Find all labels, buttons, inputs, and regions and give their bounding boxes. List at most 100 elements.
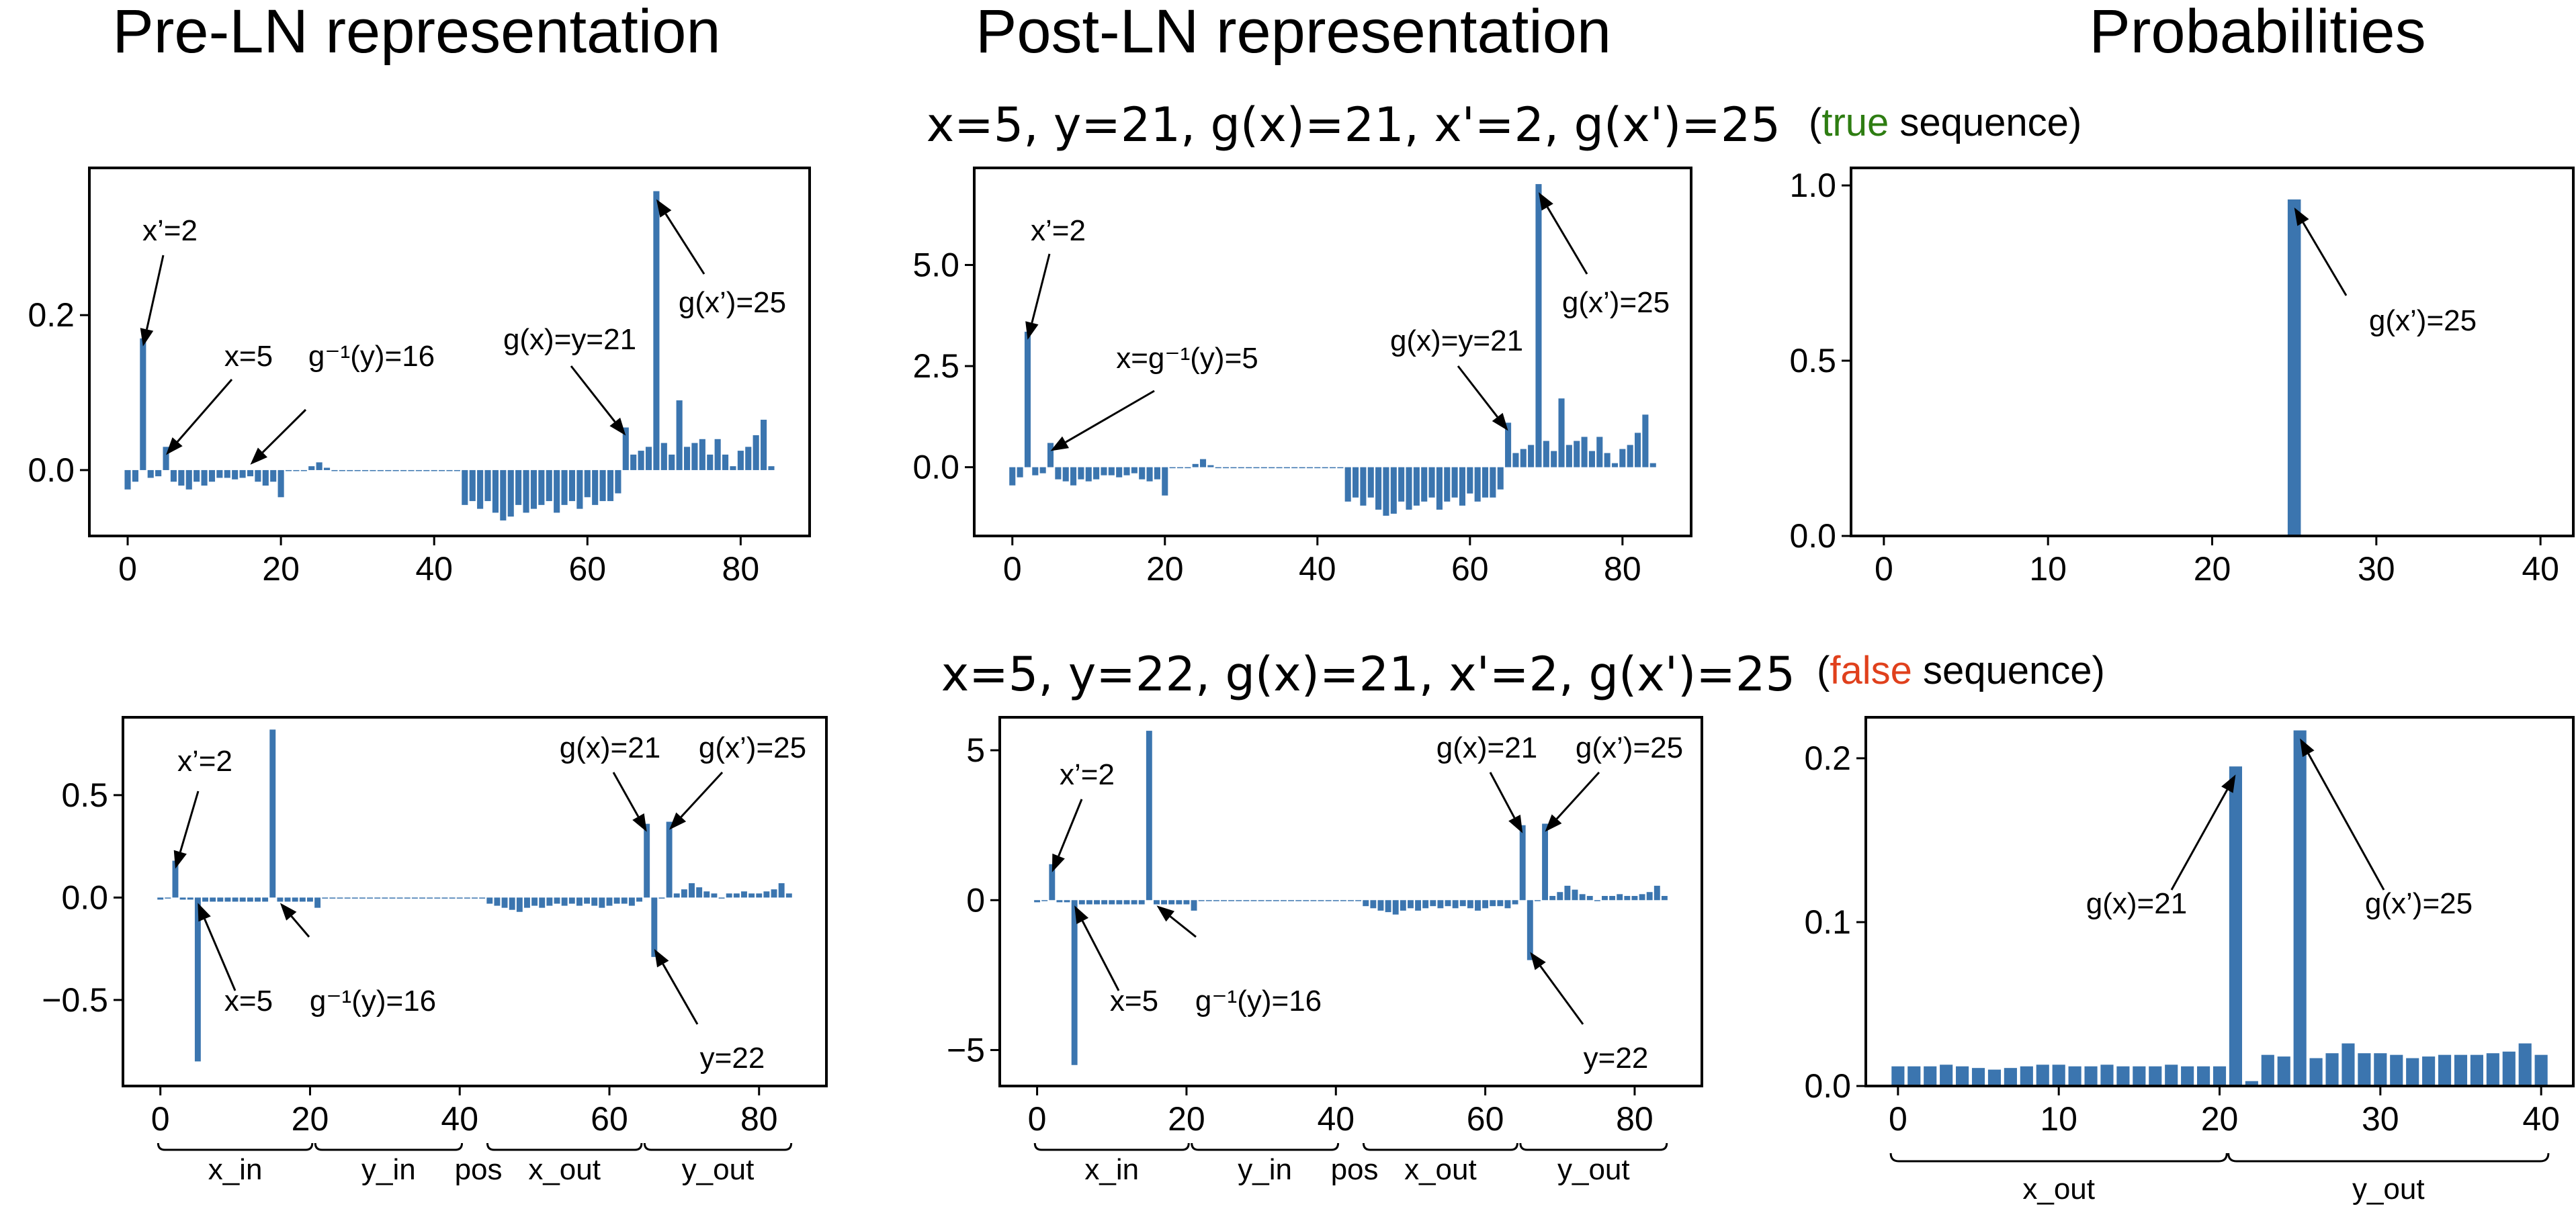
group-label-x-out: x_out [1404, 1153, 1477, 1186]
bar [1192, 463, 1199, 467]
annotation-arrow-line [177, 379, 233, 443]
bar [1146, 467, 1153, 482]
annotation-arrow-head [1545, 814, 1562, 832]
bar [1564, 885, 1571, 901]
bar [592, 469, 599, 505]
annotation-arrow-line [261, 408, 307, 453]
annotation-arrow-line [1489, 772, 1516, 819]
bar [1303, 900, 1310, 901]
bar [1276, 467, 1283, 469]
bar [669, 454, 675, 470]
x-tick-label: 0 [1003, 550, 1022, 588]
bar [753, 435, 759, 470]
bar [561, 897, 568, 906]
bar [285, 469, 292, 471]
bar [1383, 467, 1389, 516]
bar [2084, 1066, 2098, 1086]
bar [269, 729, 276, 898]
bar [354, 469, 361, 471]
bar [1283, 467, 1290, 469]
group-label-y-out: y_out [682, 1153, 755, 1186]
bar [359, 897, 366, 899]
x-tick-label: 20 [2201, 1100, 2239, 1138]
y-tick-label: 0.0 [61, 878, 108, 916]
bar [681, 889, 687, 898]
bar [1444, 467, 1451, 502]
bar [494, 897, 501, 906]
x-tick-label: 80 [1616, 1100, 1654, 1138]
bar [1557, 892, 1563, 901]
annotation-arrow-line [2302, 222, 2348, 296]
bar [382, 897, 388, 899]
bar [1070, 467, 1077, 486]
bar [1009, 467, 1016, 486]
false-label-word: false [1830, 649, 1912, 692]
bar [216, 469, 223, 478]
bar [1413, 467, 1420, 506]
bar [1520, 449, 1527, 467]
annotation-arrow-line [146, 255, 165, 330]
bar [347, 469, 353, 471]
bar [1039, 467, 1046, 473]
bar [2293, 730, 2307, 1086]
annotation-arrow-line [612, 772, 640, 817]
bar [472, 897, 478, 899]
bar [1392, 900, 1399, 915]
bar [1146, 731, 1152, 901]
annotation-arrow-line [1457, 365, 1498, 418]
annotation-label: g(x’)=25 [679, 286, 786, 319]
annotation-label: g(x)=21 [2086, 887, 2187, 920]
bar [308, 466, 315, 470]
bar [307, 897, 313, 902]
bar [1161, 900, 1168, 905]
bar [546, 897, 553, 906]
annotation-label: g(x)=y=21 [1390, 324, 1523, 357]
true-label-word: true [1821, 101, 1889, 144]
bar [756, 893, 763, 898]
sequence-true: x=5, y=21, g(x)=21, x'=2, g(x')=25 [927, 97, 1780, 152]
bar [1205, 900, 1212, 901]
bar [2277, 1056, 2290, 1086]
bar [696, 887, 703, 898]
annotation-arrow-head [1530, 952, 1546, 970]
annotation-arrow-head [1074, 905, 1089, 924]
bar [1940, 1065, 1953, 1086]
annotation-arrow-head [140, 328, 154, 347]
x-group-braces-pre-ln: x_in y_in pos x_out y_out [157, 1142, 793, 1186]
annotation-arrow-head [2294, 207, 2309, 226]
annotation-arrow-line [1546, 206, 1588, 275]
bar [1154, 467, 1160, 480]
bar [1579, 894, 1586, 901]
column-title-pre-ln: Pre-LN representation [112, 0, 720, 66]
y-tick-label: 0.0 [912, 449, 959, 486]
annotation-label: x=5 [224, 985, 273, 1018]
bar [1635, 433, 1641, 467]
bar [636, 897, 642, 902]
bar [389, 897, 396, 899]
y-tick-label: 0.2 [1804, 739, 1851, 777]
annotation-label: g⁻¹(y)=16 [1195, 985, 1322, 1018]
bar [2116, 1066, 2130, 1086]
bar [194, 469, 200, 482]
bar [730, 466, 736, 470]
bar [1269, 467, 1275, 469]
bar [2309, 1058, 2323, 1086]
bar [676, 400, 683, 470]
bar [1230, 467, 1237, 469]
bar [745, 447, 752, 470]
x-tick-label: 20 [1168, 1100, 1205, 1138]
bar [1609, 896, 1616, 901]
annotation-label: g(x)=21 [560, 731, 660, 764]
bar [2518, 1043, 2532, 1086]
bar [763, 891, 770, 898]
bar [323, 467, 331, 470]
bar [1390, 467, 1397, 514]
annotation-label: g(x’)=25 [699, 731, 806, 764]
bar [2052, 1065, 2065, 1086]
bar [1071, 900, 1078, 1065]
bar [1596, 437, 1603, 467]
bar [2133, 1066, 2146, 1086]
bar [1398, 467, 1405, 502]
bar [691, 443, 698, 470]
bar [761, 419, 767, 470]
